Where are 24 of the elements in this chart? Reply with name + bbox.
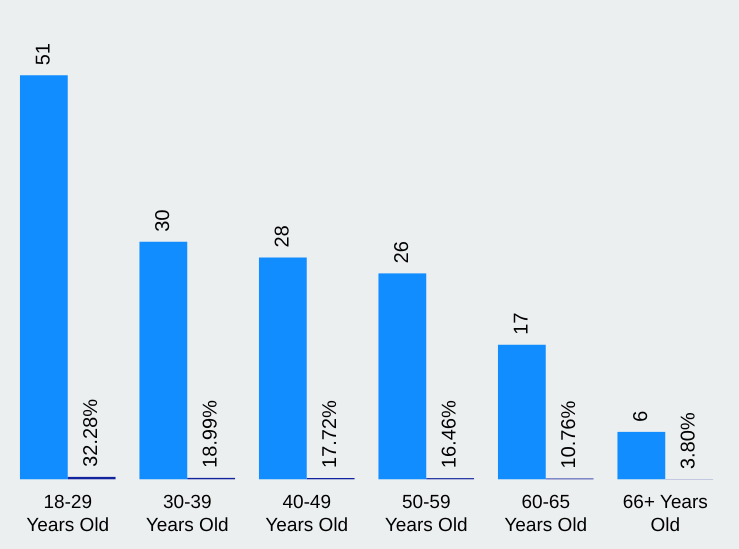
data-label: 28 [271, 225, 294, 248]
bar [617, 432, 666, 480]
x-tick-label: 40-49 Years Old [265, 492, 348, 536]
bar [378, 273, 426, 480]
data-label: 10.76% [558, 400, 580, 469]
bar [258, 258, 307, 480]
x-tick-label: 66+ Years Old [622, 492, 708, 536]
data-label: 3.80% [678, 412, 700, 470]
data-label: 18.99% [200, 400, 222, 468]
x-tick-label: 50-59 Years Old [384, 492, 468, 536]
x-tick-label: 18-29 Years Old [26, 492, 110, 536]
data-label: 32.28% [80, 398, 102, 467]
x-tick-label: 30-39 Years Old [146, 492, 229, 536]
data-label: 6 [630, 410, 652, 422]
bar [20, 75, 68, 480]
data-label: 17 [510, 312, 532, 335]
data-label: 26 [390, 241, 413, 264]
bar [139, 242, 188, 480]
data-label: 17.72% [319, 400, 342, 468]
data-label: 16.46% [438, 400, 461, 468]
x-tick-label: 60-65 Years Old [504, 492, 588, 536]
bar [498, 344, 546, 480]
data-label: 51 [32, 43, 54, 66]
data-label: 30 [152, 209, 174, 232]
